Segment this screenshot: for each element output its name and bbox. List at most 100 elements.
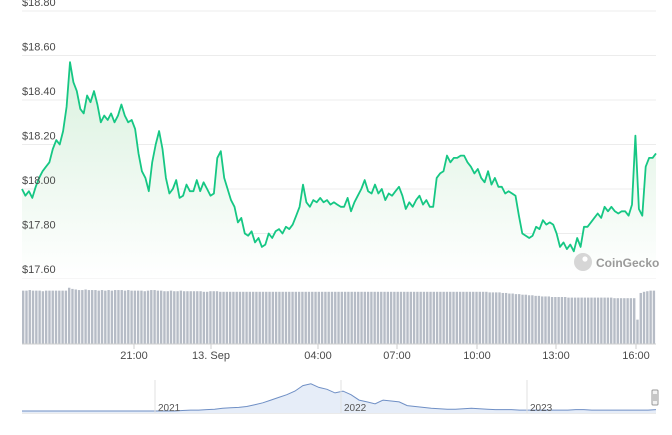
volume-bar (117, 290, 120, 344)
volume-bar (301, 291, 304, 344)
volume-bar (113, 290, 117, 344)
volume-bar (373, 291, 376, 344)
volume-bar (153, 290, 156, 344)
volume-bar (511, 293, 514, 344)
volume-bar (396, 291, 399, 344)
volume-bar (41, 291, 45, 344)
volume-bar (25, 290, 28, 344)
navigator-area (22, 383, 656, 413)
volume-bar (534, 295, 537, 344)
volume-bar (429, 291, 432, 344)
volume-bar (619, 298, 623, 344)
volume-bar (652, 290, 656, 344)
volume-bar (462, 291, 465, 344)
volume-bar (399, 291, 403, 344)
volume-bar (61, 290, 64, 344)
y-axis-labels: $17.60 $17.80 $18.00 $18.20 $18.40 $18.60 $18.… (22, 0, 56, 276)
volume-bar (550, 297, 554, 344)
volume-bar (646, 291, 649, 344)
volume-bar (419, 291, 422, 344)
volume-bar (133, 290, 137, 344)
x-tick-label: 21:00 (120, 350, 148, 362)
y-tick-label: $18.00 (22, 175, 56, 187)
volume-bar (577, 297, 580, 344)
volume-bar (90, 290, 94, 344)
volume-bar (334, 291, 337, 344)
volume-bar (596, 297, 600, 344)
volume-bar (182, 291, 186, 344)
volume-bar (192, 291, 196, 344)
volume-bar (169, 290, 173, 344)
coingecko-logo-eye (582, 256, 588, 262)
volume-bar (222, 291, 225, 344)
volume-bar (189, 291, 192, 344)
volume-bar (416, 291, 419, 344)
volume-bar (150, 290, 153, 344)
volume-bar (77, 290, 81, 344)
volume-bar (380, 291, 383, 344)
volume-bar (235, 291, 238, 344)
volume-bar (343, 291, 347, 344)
volume-bar (97, 290, 100, 344)
volume-bar (232, 291, 235, 344)
volume-bar (251, 291, 255, 344)
volume-bar (258, 291, 261, 344)
volume-bar (452, 291, 455, 344)
volume-bar (541, 296, 544, 344)
volume-bar (242, 291, 245, 344)
volume-bar (202, 291, 206, 344)
volume-bar (363, 291, 367, 344)
volume-bar (64, 290, 68, 344)
volume-bar (610, 297, 613, 344)
volume-bar (491, 292, 495, 344)
volume-bar (67, 287, 71, 344)
volume-bar (626, 298, 629, 344)
volume-bar (261, 291, 265, 344)
volume-bar (495, 292, 498, 344)
navigator[interactable]: 2021 2022 2023 (22, 380, 659, 414)
volume-bar (324, 291, 327, 344)
volume-bar (639, 292, 642, 344)
volume-bar (508, 293, 511, 344)
volume-bar (521, 294, 524, 344)
volume-bar (412, 291, 416, 344)
volume-bar (278, 291, 281, 344)
volume-bar (347, 291, 350, 344)
volume-bar (337, 291, 340, 344)
navigator-tick-label: 2023 (530, 403, 553, 414)
volume-bar (205, 291, 209, 344)
navigator-tick-label: 2021 (158, 403, 181, 414)
volume-bar (527, 295, 531, 344)
x-tick-label: 04:00 (304, 350, 332, 362)
volume-bar (294, 291, 298, 344)
volume-bar (84, 289, 87, 344)
volume-bar (544, 296, 547, 344)
navigator-handle-right[interactable] (651, 389, 659, 406)
volume-bar (255, 291, 258, 344)
volume-bar (623, 298, 626, 344)
volume-bar (531, 295, 534, 344)
volume-bar (146, 290, 150, 344)
volume-bar (28, 290, 31, 344)
volume-bar (196, 291, 199, 344)
volume-bar (353, 291, 357, 344)
x-tick-label: 13. Sep (192, 350, 230, 362)
volume-bar (314, 291, 317, 344)
volume-bar (649, 290, 652, 344)
volume-bar (268, 291, 271, 344)
volume-bar (570, 297, 573, 344)
volume-bar (426, 291, 429, 344)
volume-bar (554, 297, 557, 344)
volume-bar (143, 291, 146, 344)
volume-bar (406, 291, 409, 344)
volume-bar (587, 297, 590, 344)
volume-bar (455, 291, 458, 344)
volume-bars (22, 287, 656, 345)
volume-bar (35, 290, 38, 344)
volume-bar (58, 290, 61, 344)
volume-bar (215, 291, 219, 344)
volume-bar (600, 297, 603, 344)
volume-bar (449, 291, 452, 344)
volume-bar (439, 291, 442, 344)
